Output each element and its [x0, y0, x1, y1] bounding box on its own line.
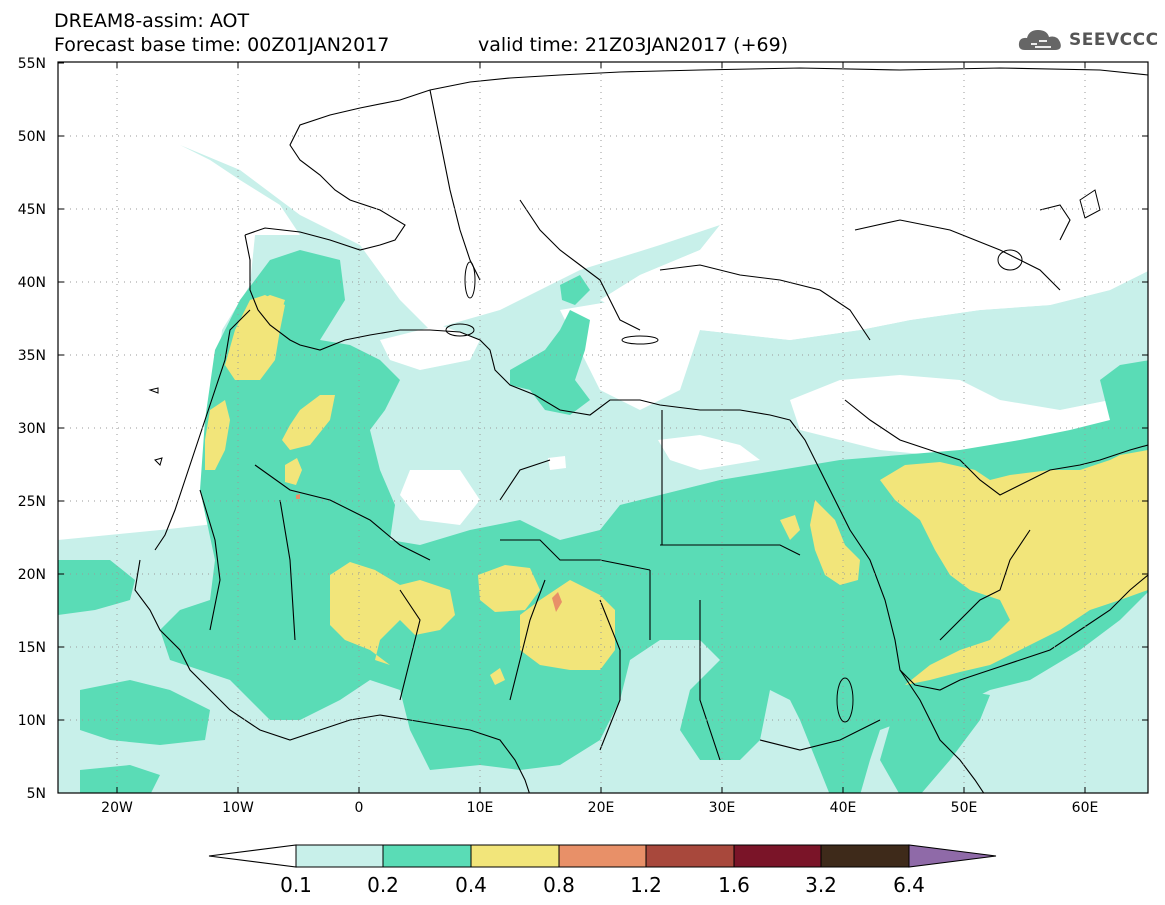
chart-title: DREAM8-assim: AOT — [54, 10, 250, 32]
cloud-icon — [1018, 30, 1061, 50]
colorbar-label: 0.4 — [455, 873, 487, 897]
lon-label: 20E — [588, 800, 615, 816]
lon-label: 40E — [830, 800, 857, 816]
lon-label: 30E — [709, 800, 736, 816]
lon-ticks — [116, 62, 1086, 793]
lat-label: 10N — [18, 713, 46, 729]
lat-label: 30N — [18, 421, 46, 437]
lat-label: 40N — [18, 275, 46, 291]
colorbar-swatch — [645, 844, 735, 868]
lat-label: 35N — [18, 348, 46, 364]
colorbar-swatch — [733, 844, 822, 868]
lon-label: 0 — [355, 800, 364, 816]
colorbar-swatch — [470, 844, 560, 868]
colorbar-label: 0.1 — [280, 873, 312, 897]
lon-label: 50E — [951, 800, 978, 816]
colorbar-label: 1.2 — [630, 873, 662, 897]
colorbar-label: 0.8 — [543, 873, 575, 897]
coastlines-and-borders — [134, 67, 1148, 793]
colorbar-swatch — [558, 844, 647, 868]
valid-time: valid time: 21Z03JAN2017 (+69) — [478, 34, 789, 56]
colorbar-swatch — [295, 844, 384, 868]
lon-label: 10W — [222, 800, 254, 816]
aot-low-areas — [380, 105, 1148, 525]
lat-label: 5N — [27, 786, 46, 802]
colorbar-high-arrow — [908, 844, 997, 868]
lat-label: 25N — [18, 494, 46, 510]
lat-label: 15N — [18, 640, 46, 656]
colorbar-low-arrow — [208, 844, 297, 868]
lat-labels: 55N 50N 45N 40N 35N 30N 25N 20N 15N 10N … — [18, 56, 46, 802]
forecast-base-time: Forecast base time: 00Z01JAN2017 — [54, 34, 390, 56]
lon-label: 60E — [1072, 800, 1099, 816]
lat-label: 55N — [18, 56, 46, 72]
aot-band-0-4 — [205, 295, 1148, 685]
lat-label: 45N — [18, 202, 46, 218]
seevccc-logo: SEEVCCC — [1017, 26, 1159, 54]
lat-ticks — [58, 62, 1148, 721]
lon-label: 10E — [467, 800, 494, 816]
colorbar-swatch — [820, 844, 910, 868]
colorbar-label: 0.2 — [367, 873, 399, 897]
aot-field — [58, 62, 1148, 793]
colorbar-labels: 0.1 0.2 0.4 0.8 1.2 1.6 3.2 6.4 — [280, 873, 925, 897]
islands — [148, 189, 1101, 723]
colorbar — [208, 844, 997, 868]
colorbar-label: 1.6 — [718, 873, 750, 897]
logo-text: SEEVCCC — [1069, 30, 1159, 50]
lat-label: 50N — [18, 129, 46, 145]
lon-label: 20W — [101, 800, 133, 816]
colorbar-label: 3.2 — [805, 873, 837, 897]
colorbar-swatch — [382, 844, 472, 868]
lat-label: 20N — [18, 567, 46, 583]
aot-band-0-2 — [58, 250, 1148, 793]
colorbar-label: 6.4 — [893, 873, 925, 897]
aot-band-0-8 — [296, 494, 562, 612]
lon-labels: 20W 10W 0 10E 20E 30E 40E 50E 60E — [101, 800, 1098, 816]
